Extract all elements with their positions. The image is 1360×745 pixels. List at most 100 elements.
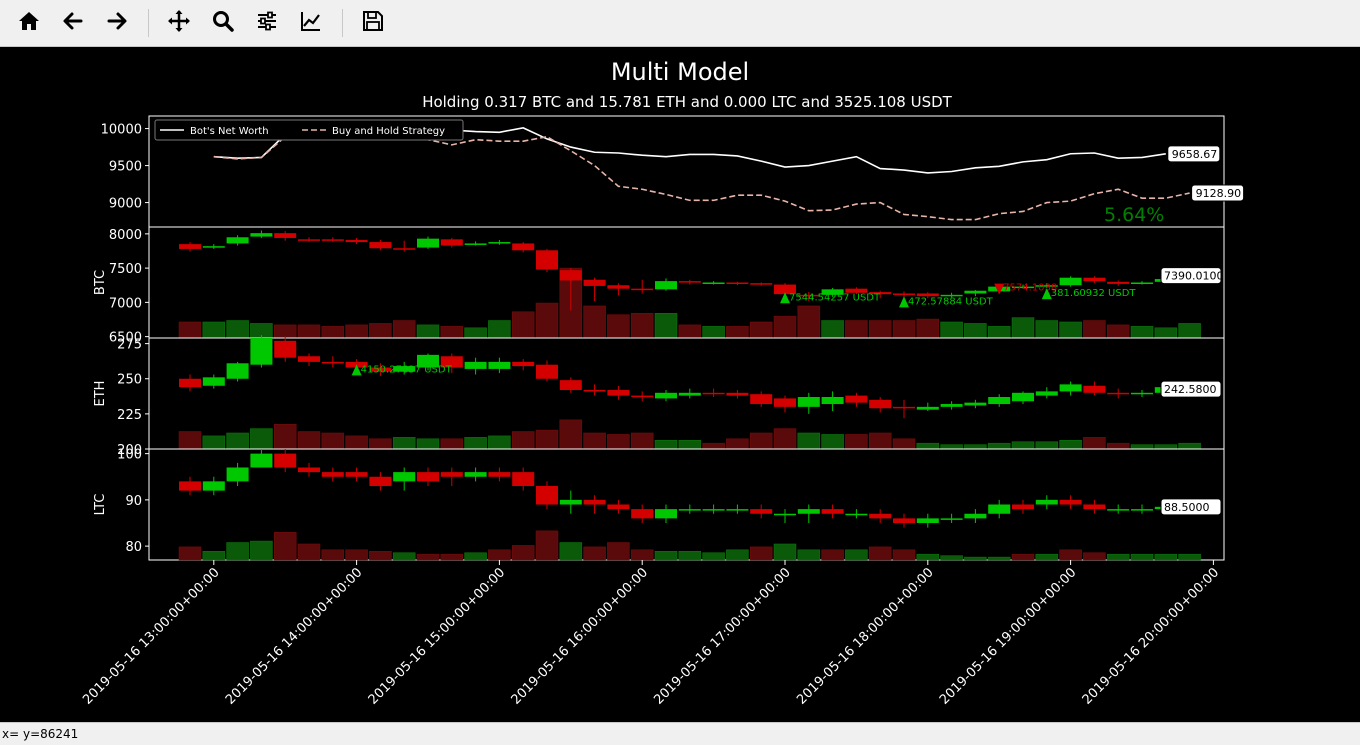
price-ytick-label: 250 xyxy=(117,373,142,388)
volume-bar xyxy=(868,320,892,339)
candle-body xyxy=(417,238,439,248)
candle-body xyxy=(345,472,368,477)
volume-bar xyxy=(1059,549,1082,561)
volume-bar xyxy=(321,549,345,561)
volume-bar xyxy=(1059,440,1082,450)
candle-body xyxy=(655,281,677,290)
volume-bar xyxy=(1083,552,1106,561)
edit-axes-button[interactable] xyxy=(294,6,328,40)
volume-bar xyxy=(1106,324,1130,339)
x-tick-label: 2019-05-16 16:00:00+00:00 xyxy=(509,565,651,707)
candle-body xyxy=(940,404,963,407)
volume-bar xyxy=(1130,444,1154,450)
arrow-right-icon xyxy=(105,9,129,37)
volume-bar xyxy=(535,429,559,450)
volume-bar xyxy=(297,431,321,450)
net-worth-ytick-label: 9000 xyxy=(109,197,142,212)
volume-bar xyxy=(488,435,511,450)
zoom-button[interactable] xyxy=(206,6,240,40)
candle-body xyxy=(512,472,535,486)
candle-body xyxy=(440,239,463,246)
volume-bar xyxy=(845,434,868,450)
volume-bar xyxy=(416,553,440,561)
volume-bar xyxy=(369,438,392,450)
home-button[interactable] xyxy=(12,6,46,40)
volume-bar xyxy=(1083,320,1106,339)
candle-body xyxy=(488,472,511,477)
back-button[interactable] xyxy=(56,6,90,40)
figure-canvas[interactable]: Multi Model Holding 0.317 BTC and 15.781… xyxy=(0,47,1360,722)
candle-body xyxy=(583,499,606,505)
candle-body xyxy=(1083,277,1106,282)
candle-body xyxy=(345,240,368,243)
trade-marker-sell xyxy=(994,283,1005,295)
volume-bar xyxy=(964,444,987,450)
volume-bar xyxy=(940,444,963,450)
volume-bar xyxy=(1083,437,1106,450)
candle-body xyxy=(250,338,273,365)
volume-bar xyxy=(654,551,678,561)
candle-body xyxy=(321,472,344,477)
candle-body xyxy=(678,392,701,396)
price-last-value-box xyxy=(1160,267,1222,285)
volume-bar xyxy=(630,432,654,450)
candle-body xyxy=(1131,509,1153,511)
candle-body xyxy=(631,509,654,519)
chart-svg: Multi Model Holding 0.317 BTC and 15.781… xyxy=(80,58,1245,708)
candle-body xyxy=(702,282,725,284)
volume-bar xyxy=(464,437,487,450)
price-ytick-label: 225 xyxy=(117,408,142,423)
volume-bar xyxy=(868,546,892,561)
configure-subplots-button[interactable] xyxy=(250,6,284,40)
volume-bar xyxy=(1035,320,1059,339)
candle-body xyxy=(202,377,225,386)
trade-marker-label: 381.60932 USDT xyxy=(1051,288,1137,299)
volume-bar xyxy=(488,320,511,339)
volume-bar xyxy=(226,542,249,561)
btc-ylabel: BTC xyxy=(93,270,108,295)
candle-body xyxy=(774,284,796,295)
volume-bar xyxy=(678,440,702,450)
net-worth-ytick-label: 10000 xyxy=(101,123,142,138)
volume-bar xyxy=(369,323,392,339)
candle-body xyxy=(393,248,416,250)
candle-body xyxy=(678,281,701,283)
candle-body xyxy=(298,356,320,362)
forward-button[interactable] xyxy=(100,6,134,40)
save-button[interactable] xyxy=(356,6,390,40)
volume-bar xyxy=(1106,442,1130,450)
candle-body xyxy=(369,476,392,486)
candle-body xyxy=(1035,391,1058,396)
price-last-value-label: 7390.0100 xyxy=(1164,270,1224,283)
volume-bar xyxy=(559,542,583,561)
volume-bar xyxy=(1130,553,1154,561)
volume-bar xyxy=(702,326,725,339)
volume-bar xyxy=(583,305,606,339)
move-icon xyxy=(167,9,191,37)
candle-body xyxy=(417,472,439,482)
pan-button[interactable] xyxy=(162,6,196,40)
volume-bar xyxy=(273,423,297,450)
candle-body xyxy=(893,293,915,295)
candle-body xyxy=(916,293,939,297)
home-icon xyxy=(17,9,41,37)
volume-bar xyxy=(749,321,773,339)
price-panel-ltc: 80 90 100 LTC 88.5000 xyxy=(93,448,1225,561)
trade-marker-label: 4150.27637 USDT xyxy=(361,364,453,375)
volume-bar xyxy=(1011,441,1035,450)
net-worth-ytick-label: 9500 xyxy=(109,160,142,175)
candle-body xyxy=(1131,392,1153,395)
candle-body xyxy=(464,243,487,245)
volume-bar xyxy=(297,324,321,339)
volume-bar xyxy=(607,314,630,339)
line-chart-icon xyxy=(299,9,323,37)
candle-body xyxy=(702,392,725,395)
cursor-coordinates: x= y=86241 xyxy=(2,727,79,741)
volume-bar xyxy=(749,432,773,450)
chart-title: Multi Model xyxy=(611,58,749,86)
volume-bar xyxy=(726,549,749,561)
volume-bar xyxy=(250,428,273,450)
candle-body xyxy=(821,289,844,295)
candle-body xyxy=(964,513,987,519)
volume-bar xyxy=(392,320,416,339)
